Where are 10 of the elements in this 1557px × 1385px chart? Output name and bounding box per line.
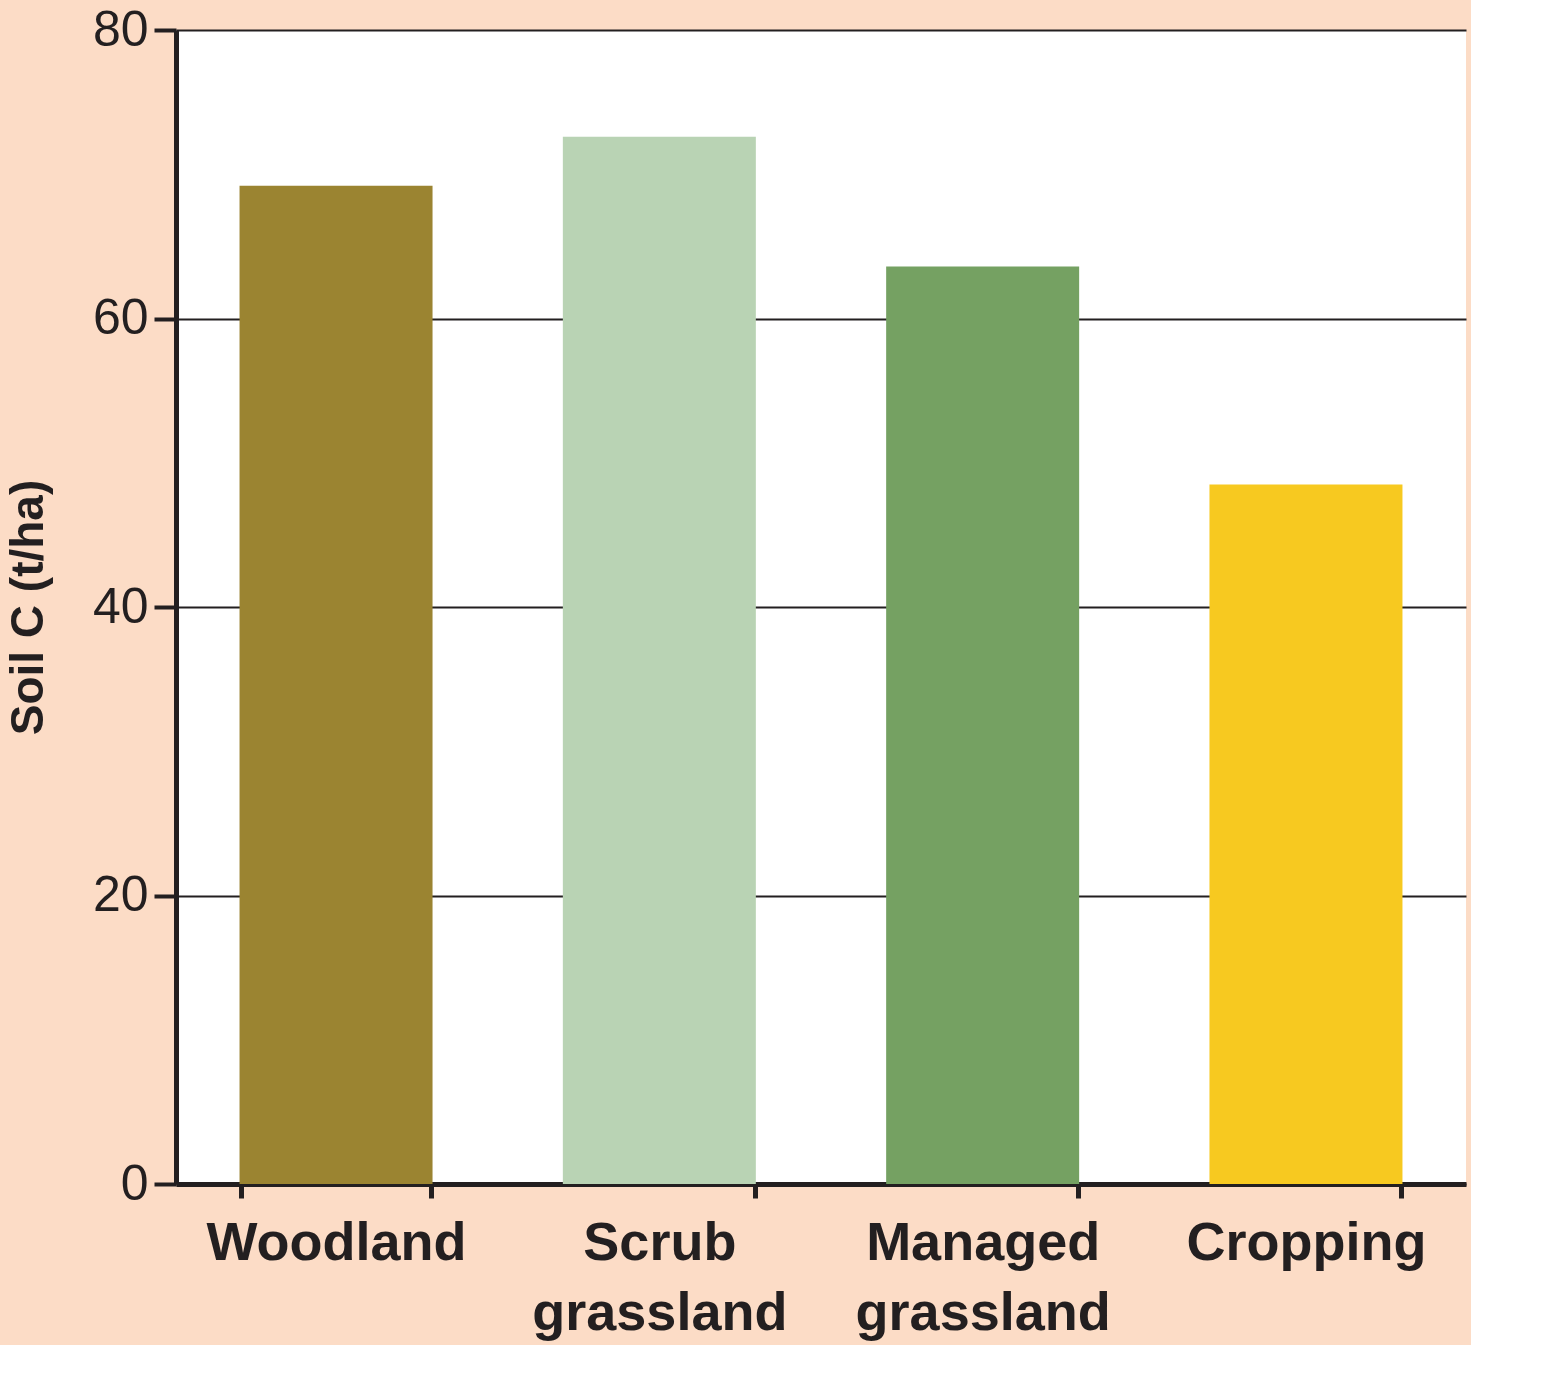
- x-tick-label: Woodland: [206, 1210, 467, 1271]
- y-tick-label: 40: [92, 577, 149, 634]
- y-tick-label: 60: [92, 289, 149, 345]
- y-tick-label: 0: [120, 1154, 149, 1211]
- y-axis-title: Soil C (t/ha): [0, 479, 53, 736]
- x-tick-label: Cropping: [1186, 1210, 1427, 1271]
- x-tick-label: Scrub grassland: [532, 1210, 788, 1341]
- y-tick-label: 80: [92, 0, 149, 57]
- y-tick-label: 20: [92, 866, 149, 922]
- x-tick-label: Managed grassland: [855, 1210, 1111, 1341]
